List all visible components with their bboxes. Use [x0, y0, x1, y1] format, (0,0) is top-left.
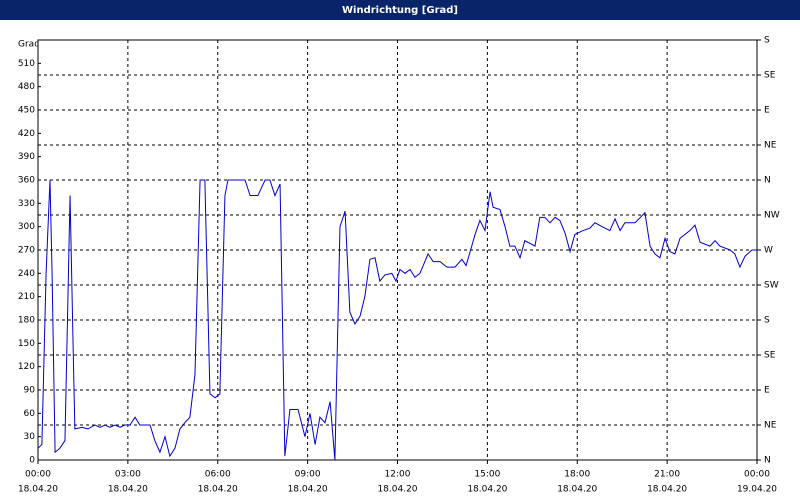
y2-tick-label: SW — [764, 281, 779, 291]
y-tick-label: 120 — [18, 362, 35, 372]
x-tick-label: 06:00 — [205, 470, 231, 480]
x-tick-date: 18.04.20 — [557, 485, 597, 495]
x-tick-date: 18.04.20 — [18, 485, 58, 495]
x-tick-label: 00:00 — [25, 470, 51, 480]
y-tick-label: 210 — [18, 292, 35, 302]
y2-tick-label: W — [764, 246, 773, 256]
y2-tick-label: N — [764, 176, 771, 186]
x-tick-date: 18.04.20 — [647, 485, 687, 495]
y-tick-label: 60 — [24, 409, 36, 419]
y2-tick-label: NE — [764, 421, 777, 431]
y-tick-label: 360 — [18, 176, 35, 186]
x-tick-date: 18.04.20 — [198, 485, 238, 495]
y2-tick-label: N — [764, 456, 771, 466]
y-tick-label: 510 — [18, 59, 35, 69]
y-tick-label: 180 — [18, 316, 35, 326]
x-tick-label: 03:00 — [115, 470, 141, 480]
y-tick-label: 270 — [18, 246, 35, 256]
y-tick-label: 240 — [18, 269, 35, 279]
y-tick-label: 150 — [18, 339, 35, 349]
y2-tick-label: SE — [764, 71, 776, 81]
y2-tick-label: NE — [764, 141, 777, 151]
x-tick-label: 18:00 — [564, 470, 590, 480]
x-tick-label: 09:00 — [295, 470, 321, 480]
wind-direction-line — [37, 179, 757, 461]
y-tick-label: 90 — [24, 386, 36, 396]
y-tick-label: 390 — [18, 152, 35, 162]
y2-tick-label: NW — [764, 211, 780, 221]
x-tick-date: 18.04.20 — [288, 485, 328, 495]
x-tick-label: 21:00 — [654, 470, 680, 480]
title-bar — [0, 0, 800, 20]
x-tick-date: 19.04.20 — [737, 485, 777, 495]
y2-tick-label: S — [764, 36, 770, 46]
y-tick-label: 330 — [18, 199, 35, 209]
y2-tick-label: S — [764, 316, 770, 326]
y-tick-label: 30 — [24, 432, 36, 442]
x-tick-date: 18.04.20 — [108, 485, 148, 495]
x-tick-date: 18.04.20 — [467, 485, 507, 495]
y-tick-label: 450 — [18, 106, 35, 116]
x-tick-label: 00:00 — [744, 470, 770, 480]
x-tick-label: 12:00 — [385, 470, 411, 480]
y2-tick-label: E — [764, 106, 770, 116]
y-axis-label: Grad — [18, 40, 40, 50]
y2-tick-label: SE — [764, 351, 776, 361]
y-tick-label: 300 — [18, 222, 35, 232]
x-tick-date: 18.04.20 — [377, 485, 417, 495]
y-tick-label: 0 — [29, 456, 35, 466]
chart-title: Windrichtung [Grad] — [342, 5, 458, 16]
y-tick-label: 480 — [18, 82, 35, 92]
x-tick-label: 15:00 — [474, 470, 500, 480]
y-tick-label: 420 — [18, 129, 35, 139]
y2-tick-label: E — [764, 386, 770, 396]
